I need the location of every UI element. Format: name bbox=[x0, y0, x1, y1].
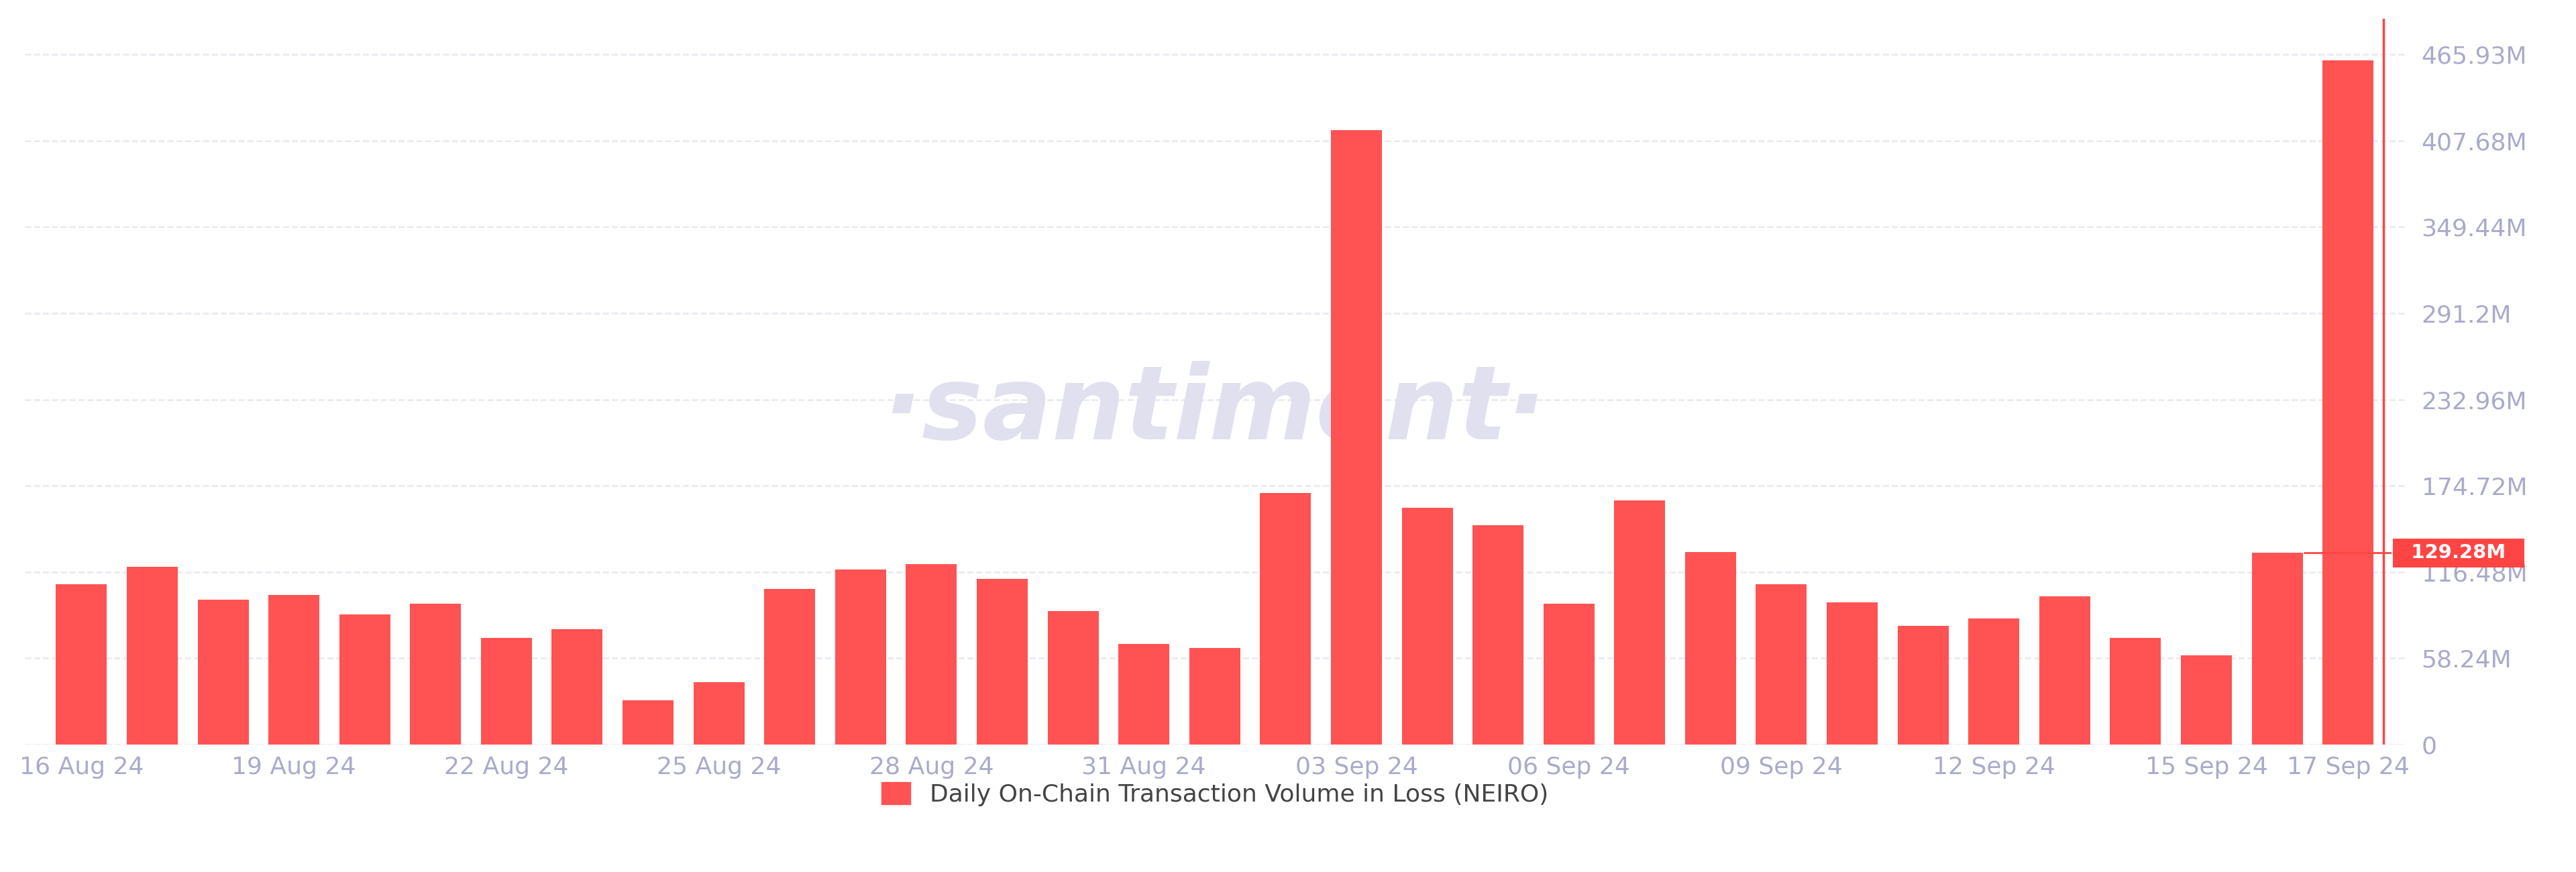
Bar bbox=[1685, 552, 1736, 745]
Bar bbox=[1543, 603, 1595, 745]
Bar bbox=[482, 638, 531, 745]
Bar bbox=[2182, 656, 2231, 745]
Bar bbox=[2251, 553, 2303, 745]
Bar bbox=[1473, 525, 1522, 745]
Bar bbox=[1190, 648, 1239, 745]
Bar bbox=[1332, 130, 1381, 745]
Text: 129.28M: 129.28M bbox=[2306, 543, 2519, 562]
Bar bbox=[1048, 611, 1097, 745]
Bar bbox=[1118, 644, 1170, 745]
Bar bbox=[57, 584, 108, 745]
Bar bbox=[126, 567, 178, 745]
Bar bbox=[1757, 584, 1806, 745]
Bar bbox=[2040, 596, 2089, 745]
Bar bbox=[1899, 626, 1947, 745]
Bar bbox=[976, 579, 1028, 745]
Bar bbox=[268, 595, 319, 745]
Bar bbox=[1401, 508, 1453, 745]
Legend: Daily On-Chain Transaction Volume in Loss (NEIRO): Daily On-Chain Transaction Volume in Los… bbox=[871, 773, 1558, 816]
Bar bbox=[1260, 493, 1311, 745]
Bar bbox=[693, 682, 744, 745]
Bar bbox=[410, 603, 461, 745]
Bar bbox=[2110, 638, 2161, 745]
Bar bbox=[2324, 60, 2372, 745]
Bar bbox=[1968, 618, 2020, 745]
Text: ·santiment·: ·santiment· bbox=[884, 361, 1546, 460]
Bar bbox=[1826, 603, 1878, 745]
Bar bbox=[340, 614, 389, 745]
Bar bbox=[835, 569, 886, 745]
Bar bbox=[907, 564, 956, 745]
Bar bbox=[198, 599, 247, 745]
Bar bbox=[765, 589, 814, 745]
Bar bbox=[1615, 501, 1664, 745]
Bar bbox=[551, 629, 603, 745]
Bar bbox=[623, 700, 672, 745]
